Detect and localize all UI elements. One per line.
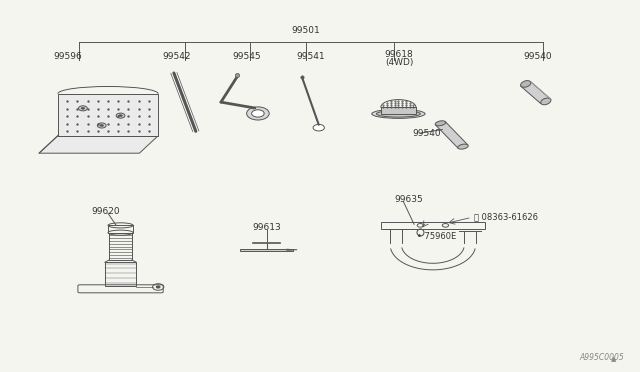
Circle shape xyxy=(97,123,106,128)
Text: 99618: 99618 xyxy=(384,50,413,59)
Bar xyxy=(109,232,132,260)
Circle shape xyxy=(81,107,85,109)
Text: 99540: 99540 xyxy=(524,52,552,61)
Bar xyxy=(108,225,133,232)
Text: 99635: 99635 xyxy=(394,195,423,204)
Circle shape xyxy=(246,107,269,120)
Text: (4WD): (4WD) xyxy=(385,58,413,67)
Text: ▲: ▲ xyxy=(611,356,616,362)
Text: • 75960E: • 75960E xyxy=(417,232,456,241)
Bar xyxy=(105,262,136,286)
Text: 99542: 99542 xyxy=(162,52,191,61)
Text: 99501: 99501 xyxy=(292,26,321,35)
Polygon shape xyxy=(241,249,293,250)
Ellipse shape xyxy=(520,81,531,87)
Bar xyxy=(381,107,416,114)
Circle shape xyxy=(252,110,264,117)
Text: Ⓢ 08363-61626: Ⓢ 08363-61626 xyxy=(474,212,538,221)
Text: 99613: 99613 xyxy=(252,224,281,232)
Text: A995C0005: A995C0005 xyxy=(579,353,624,362)
Ellipse shape xyxy=(458,144,468,149)
Ellipse shape xyxy=(435,121,445,126)
Ellipse shape xyxy=(376,110,420,117)
Text: 99620: 99620 xyxy=(91,207,120,216)
Ellipse shape xyxy=(372,109,425,118)
Polygon shape xyxy=(39,136,158,153)
Circle shape xyxy=(156,286,160,288)
Bar xyxy=(381,222,485,229)
Circle shape xyxy=(118,115,122,117)
Text: 99540: 99540 xyxy=(413,129,442,138)
Text: 99545: 99545 xyxy=(232,52,261,61)
Polygon shape xyxy=(520,82,551,103)
Text: 99541: 99541 xyxy=(296,52,324,61)
Circle shape xyxy=(313,124,324,131)
Ellipse shape xyxy=(541,98,551,105)
Text: 99596: 99596 xyxy=(54,52,82,61)
Circle shape xyxy=(100,124,104,126)
Polygon shape xyxy=(58,94,158,136)
Polygon shape xyxy=(435,122,468,148)
Circle shape xyxy=(116,113,125,118)
Circle shape xyxy=(79,106,87,111)
